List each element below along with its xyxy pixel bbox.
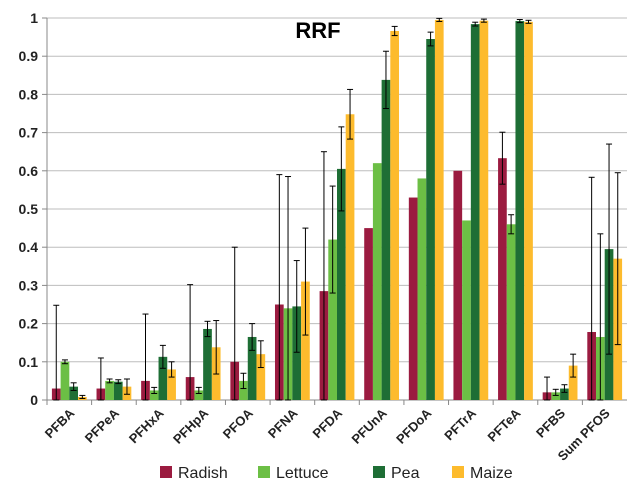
bar-pea (247, 336, 257, 400)
x-category-label: PFUnA (348, 405, 390, 447)
y-tick-label: 0.6 (19, 163, 39, 179)
bar-lettuce (328, 239, 337, 400)
bar-maize (301, 281, 310, 400)
y-tick-label: 0.2 (19, 316, 39, 332)
legend: Radish Lettuce Pea Maize (160, 465, 513, 482)
legend-label-maize: Maize (470, 465, 513, 482)
bar-maize (434, 19, 444, 400)
y-tick-label: 1 (30, 10, 38, 26)
bar-lettuce (506, 224, 516, 400)
bar-lettuce (149, 390, 159, 400)
bar-maize (479, 20, 489, 400)
y-tick-label: 0.4 (19, 239, 39, 255)
bar-pea (426, 39, 435, 400)
bar-maize (568, 365, 578, 400)
bar-pea (158, 356, 168, 400)
bar-radish (453, 170, 463, 400)
x-category-label: PFOA (220, 405, 257, 442)
x-category-label: PFBS (533, 405, 568, 440)
bar-lettuce (239, 380, 248, 400)
x-category-label: PFTrA (441, 405, 479, 443)
x-category-label: PFBA (42, 405, 78, 441)
bar-maize (256, 354, 266, 400)
x-category-label: PFTeA (485, 405, 524, 444)
legend-swatch-radish (160, 466, 172, 478)
bar-pea (515, 21, 525, 400)
bar-radish (364, 228, 373, 400)
y-tick-label: 0.3 (19, 277, 39, 293)
bar-lettuce (194, 390, 204, 400)
bar-pea (292, 306, 302, 400)
bar-lettuce (372, 163, 382, 400)
bar-radish (408, 197, 418, 400)
bar-pea (560, 388, 569, 400)
y-tick-label: 0.7 (19, 125, 39, 141)
x-category-label: PFHxA (126, 405, 167, 446)
bar-pea (69, 386, 79, 400)
x-category-label: PFDA (309, 405, 345, 441)
error-bars (53, 17, 621, 401)
legend-swatch-lettuce (258, 466, 270, 478)
legend-label-radish: Radish (178, 465, 228, 482)
y-tick-label: 0.8 (19, 86, 39, 102)
y-tick-label: 0 (30, 392, 38, 408)
bar-lettuce (551, 392, 561, 400)
bar-pea (470, 24, 480, 400)
y-tick-label: 0.9 (19, 48, 39, 64)
bar-pea (203, 328, 212, 400)
bar-maize (167, 369, 176, 400)
bar-lettuce (462, 220, 471, 400)
bar-radish (498, 158, 507, 400)
y-tick-label: 0.5 (19, 201, 39, 217)
bar-maize (345, 114, 355, 400)
bar-lettuce (417, 178, 427, 400)
x-category-label: PFDoA (393, 405, 435, 447)
bar-maize (524, 21, 533, 400)
x-category-label: PFNA (265, 405, 301, 441)
chart-title: RRF (295, 18, 340, 43)
legend-label-lettuce: Lettuce (276, 465, 329, 482)
bar-lettuce (105, 380, 114, 400)
bar-lettuce (60, 361, 70, 400)
bar-pea (113, 381, 123, 400)
x-category-label: PFHpA (170, 405, 212, 447)
bars (51, 19, 623, 400)
legend-swatch-maize (452, 466, 464, 478)
bar-pea (337, 168, 346, 400)
bar-maize (390, 30, 400, 400)
x-category-label: PFPeA (82, 405, 123, 446)
legend-label-pea: Pea (391, 465, 420, 482)
bar-pea (381, 79, 391, 400)
legend-swatch-pea (373, 466, 385, 478)
y-tick-label: 0.1 (19, 354, 39, 370)
